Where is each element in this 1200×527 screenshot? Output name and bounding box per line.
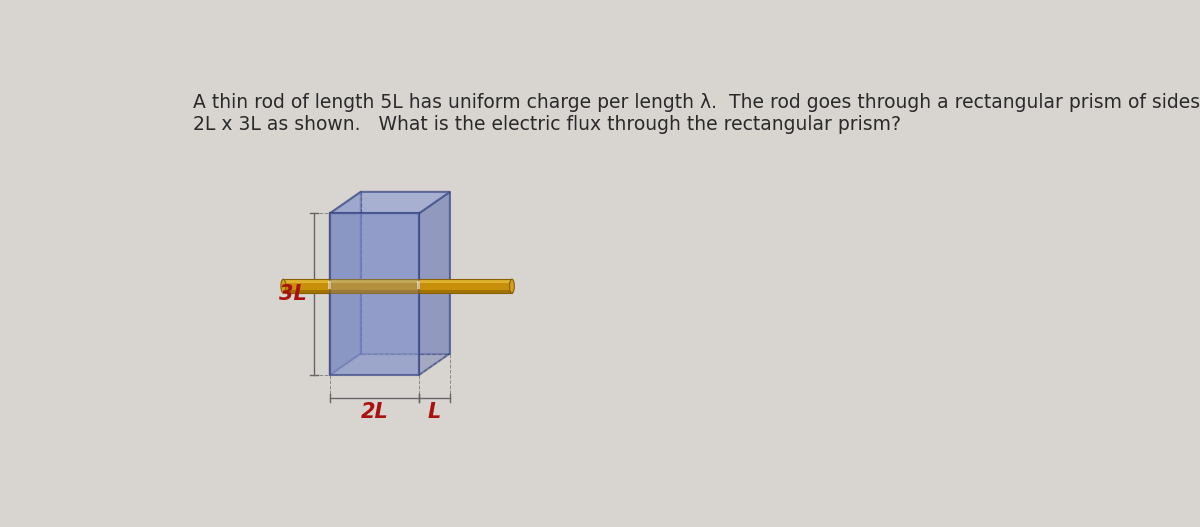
- Text: A thin rod of length 5L has uniform charge per length λ.  The rod goes through a: A thin rod of length 5L has uniform char…: [193, 93, 1200, 133]
- Bar: [329, 280, 331, 289]
- Polygon shape: [361, 192, 450, 354]
- Polygon shape: [330, 213, 419, 375]
- Polygon shape: [419, 192, 450, 375]
- Polygon shape: [330, 192, 450, 213]
- Ellipse shape: [510, 279, 515, 293]
- Ellipse shape: [281, 279, 286, 293]
- Text: 2L: 2L: [360, 402, 389, 422]
- Text: 3L: 3L: [278, 284, 306, 304]
- Polygon shape: [330, 213, 419, 375]
- Bar: [283, 279, 512, 293]
- Bar: [283, 279, 512, 284]
- Polygon shape: [330, 192, 361, 375]
- Bar: [330, 279, 419, 293]
- Bar: [418, 280, 420, 289]
- Bar: [283, 290, 512, 293]
- Text: L: L: [428, 402, 442, 422]
